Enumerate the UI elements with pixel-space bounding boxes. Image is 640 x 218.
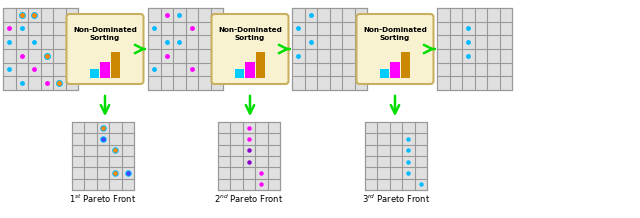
FancyBboxPatch shape [67, 14, 143, 84]
Bar [401, 52, 410, 78]
Text: Non-Dominated
Sorting: Non-Dominated Sorting [218, 27, 282, 41]
Bar [235, 69, 244, 78]
Bar [218, 122, 280, 190]
Bar [292, 8, 367, 90]
Bar [111, 52, 120, 78]
Text: Non-Dominated
Sorting: Non-Dominated Sorting [73, 27, 137, 41]
Bar [390, 63, 400, 78]
Text: Non-Dominated
Sorting: Non-Dominated Sorting [363, 27, 427, 41]
Bar [255, 52, 266, 78]
Bar [380, 69, 389, 78]
Bar [365, 122, 427, 190]
Bar [148, 8, 223, 90]
FancyBboxPatch shape [211, 14, 289, 84]
Bar [100, 63, 110, 78]
FancyBboxPatch shape [356, 14, 433, 84]
Text: 2$^{nd}$ Pareto Front: 2$^{nd}$ Pareto Front [214, 193, 284, 205]
Text: 1$^{st}$ Pareto Front: 1$^{st}$ Pareto Front [69, 193, 137, 205]
Bar [90, 69, 99, 78]
Bar [437, 8, 512, 90]
Bar [245, 63, 255, 78]
Bar [72, 122, 134, 190]
Bar [3, 8, 78, 90]
Text: 3$^{rd}$ Pareto Front: 3$^{rd}$ Pareto Front [362, 193, 430, 205]
